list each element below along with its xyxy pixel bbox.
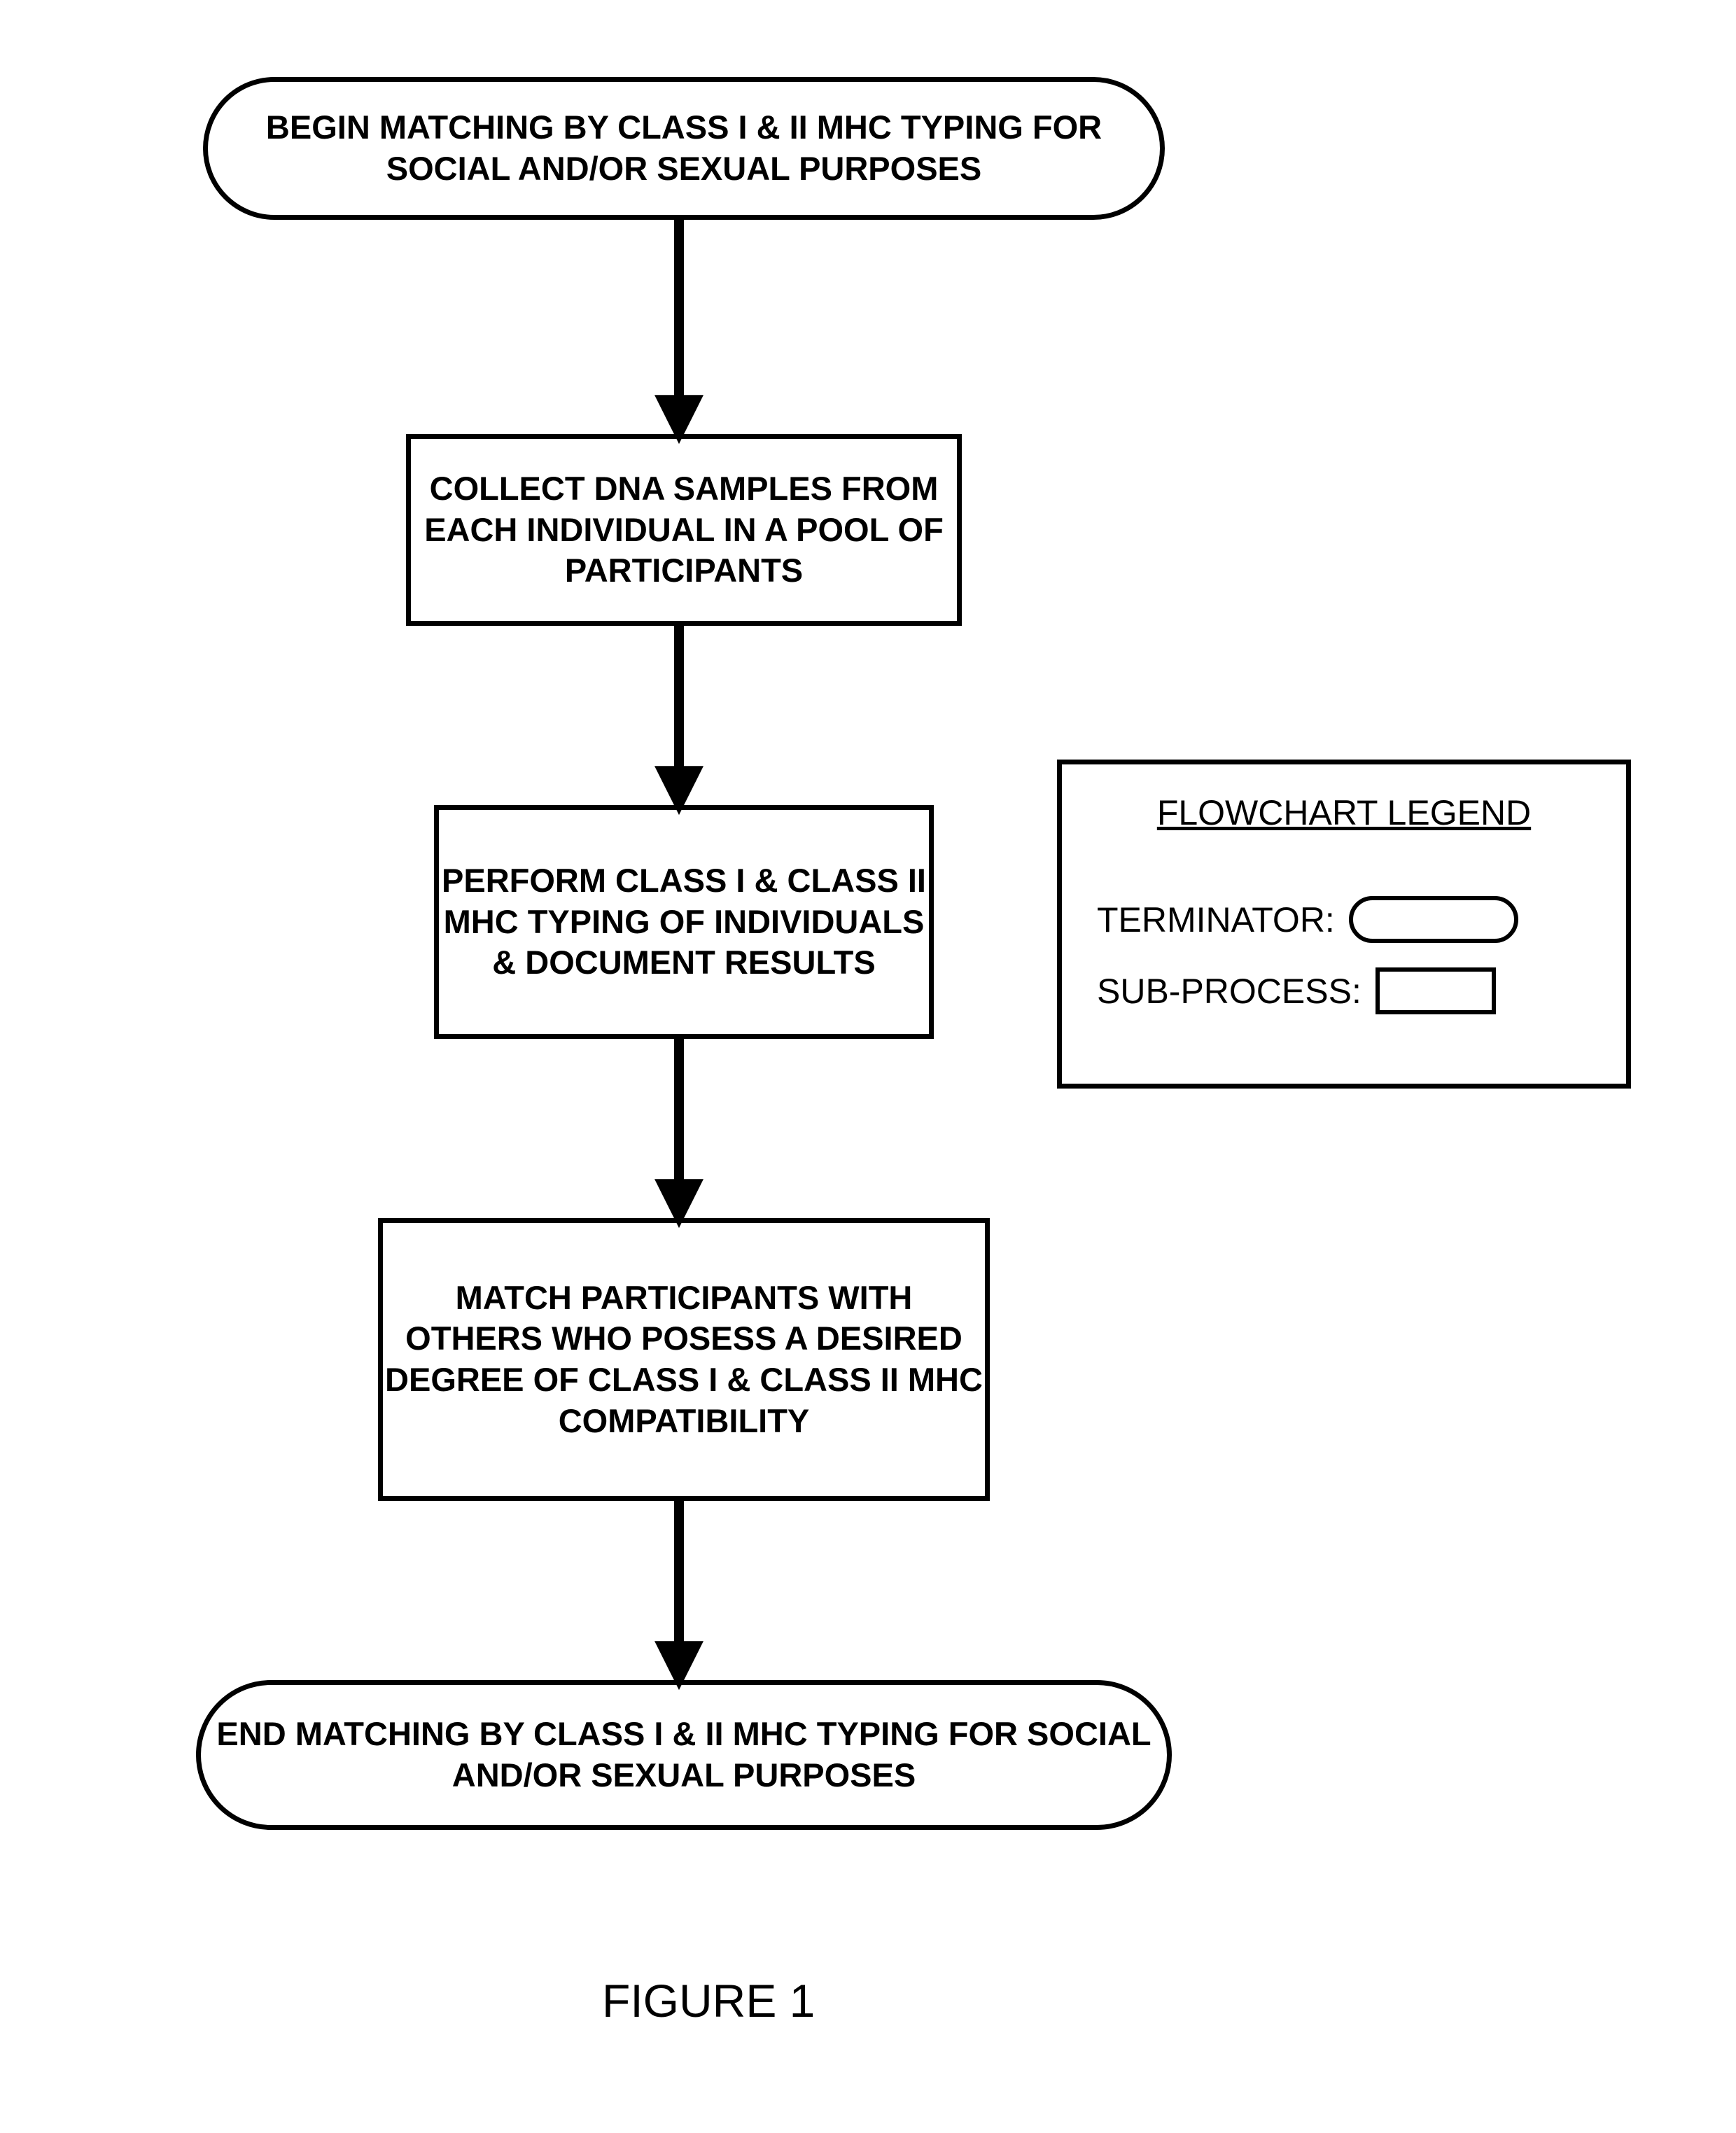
legend-subprocess-shape-icon — [1376, 967, 1496, 1014]
legend-title: FLOWCHART LEGEND — [1097, 792, 1591, 833]
process-collect-text: COLLECT DNA SAMPLES FROM EACH INDIVIDUAL… — [411, 468, 957, 592]
process-collect: COLLECT DNA SAMPLES FROM EACH INDIVIDUAL… — [406, 434, 962, 626]
figure-label: FIGURE 1 — [602, 1974, 815, 2027]
terminator-end: END MATCHING BY CLASS I & II MHC TYPING … — [196, 1680, 1172, 1830]
flowchart-canvas: BEGIN MATCHING BY CLASS I & II MHC TYPIN… — [0, 0, 1736, 2133]
legend-row-terminator: TERMINATOR: — [1097, 896, 1591, 943]
process-perform-text: PERFORM CLASS I & CLASS II MHC TYPING OF… — [439, 860, 929, 984]
legend-box: FLOWCHART LEGEND TERMINATOR: SUB-PROCESS… — [1057, 760, 1631, 1089]
terminator-start-text: BEGIN MATCHING BY CLASS I & II MHC TYPIN… — [208, 107, 1160, 190]
terminator-start: BEGIN MATCHING BY CLASS I & II MHC TYPIN… — [203, 77, 1165, 220]
process-perform: PERFORM CLASS I & CLASS II MHC TYPING OF… — [434, 805, 934, 1039]
figure-label-text: FIGURE 1 — [602, 1975, 815, 2027]
legend-row-subprocess: SUB-PROCESS: — [1097, 967, 1591, 1014]
process-match: MATCH PARTICIPANTS WITH OTHERS WHO POSES… — [378, 1218, 990, 1501]
process-match-text: MATCH PARTICIPANTS WITH OTHERS WHO POSES… — [383, 1278, 985, 1442]
legend-terminator-label: TERMINATOR: — [1097, 900, 1335, 940]
legend-subprocess-label: SUB-PROCESS: — [1097, 971, 1362, 1012]
terminator-end-text: END MATCHING BY CLASS I & II MHC TYPING … — [201, 1714, 1167, 1796]
legend-terminator-shape-icon — [1349, 896, 1518, 943]
